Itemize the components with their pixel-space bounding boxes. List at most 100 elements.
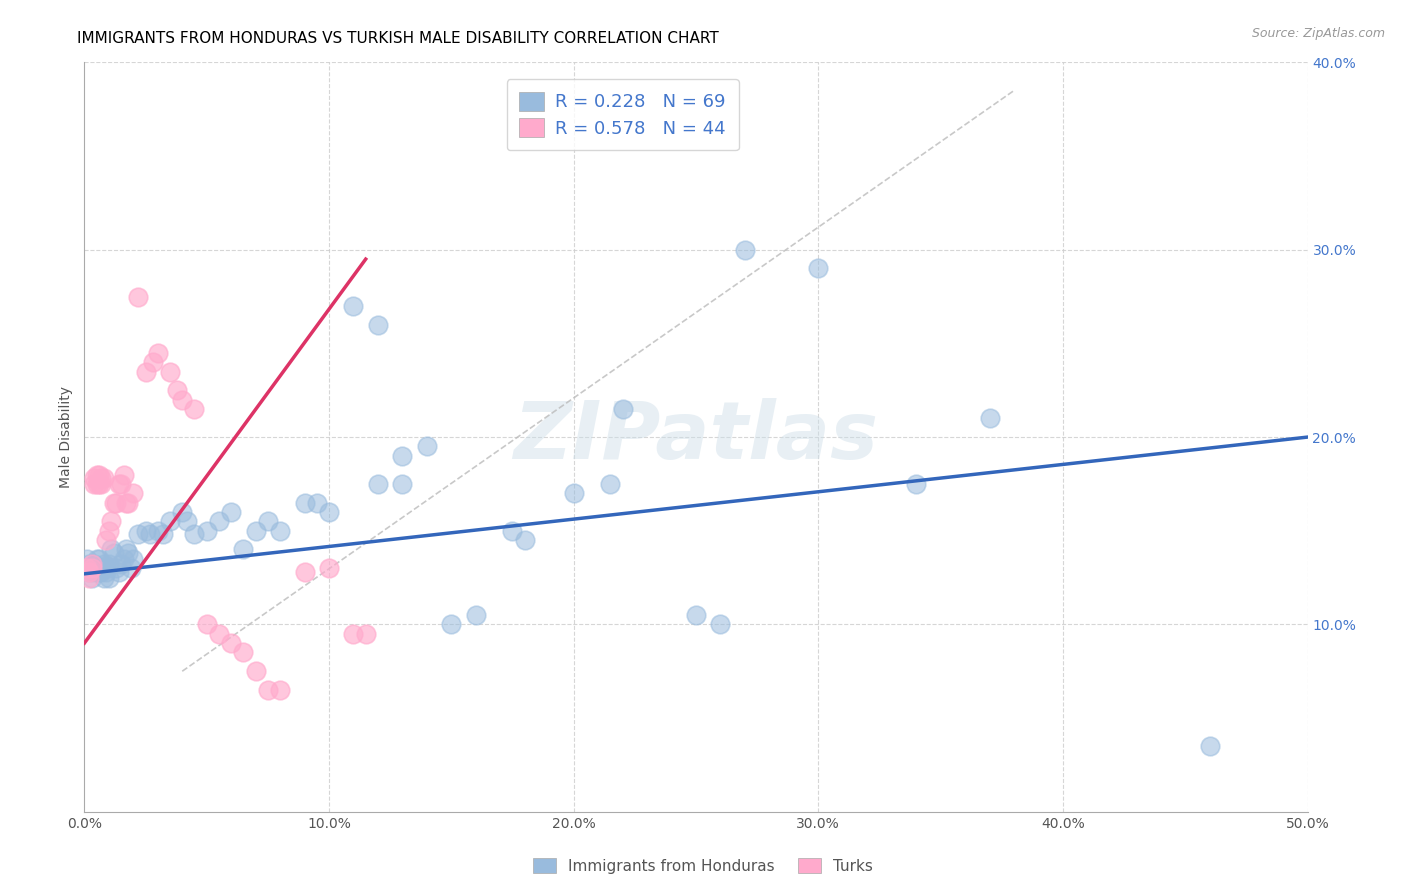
- Point: [734, 243, 756, 257]
- Point: [176, 514, 198, 528]
- Point: [245, 664, 267, 679]
- Point: [208, 626, 231, 640]
- Point: [172, 392, 194, 407]
- Point: [367, 476, 389, 491]
- Point: [87, 467, 110, 482]
- Point: [342, 626, 364, 640]
- Point: [90, 561, 112, 575]
- Point: [96, 533, 118, 547]
- Point: [562, 486, 585, 500]
- Point: [152, 527, 174, 541]
- Point: [110, 558, 132, 572]
- Point: [127, 289, 149, 303]
- Point: [97, 571, 120, 585]
- Point: [513, 533, 536, 547]
- Point: [105, 561, 128, 575]
- Point: [90, 565, 112, 579]
- Point: [807, 261, 830, 276]
- Point: [135, 524, 157, 538]
- Point: [93, 571, 115, 585]
- Point: [86, 476, 108, 491]
- Point: [100, 542, 122, 557]
- Text: ZIPatlas: ZIPatlas: [513, 398, 879, 476]
- Point: [76, 561, 98, 575]
- Point: [219, 636, 242, 650]
- Point: [80, 571, 103, 585]
- Point: [257, 514, 280, 528]
- Point: [612, 401, 634, 416]
- Point: [354, 626, 377, 640]
- Point: [232, 542, 254, 557]
- Point: [76, 551, 98, 566]
- Point: [146, 345, 169, 359]
- Point: [86, 561, 108, 575]
- Point: [76, 561, 98, 575]
- Point: [83, 471, 105, 485]
- Point: [139, 527, 162, 541]
- Point: [122, 486, 145, 500]
- Point: [122, 551, 145, 566]
- Point: [905, 476, 928, 491]
- Point: [115, 542, 138, 557]
- Point: [318, 505, 340, 519]
- Point: [80, 561, 103, 575]
- Point: [120, 561, 142, 575]
- Point: [117, 496, 139, 510]
- Point: [77, 571, 100, 585]
- Point: [269, 683, 291, 698]
- Point: [502, 524, 524, 538]
- Point: [77, 565, 100, 579]
- Point: [195, 524, 218, 538]
- Point: [979, 411, 1001, 425]
- Point: [86, 467, 108, 482]
- Point: [86, 551, 108, 566]
- Point: [208, 514, 231, 528]
- Point: [77, 565, 100, 579]
- Point: [219, 505, 242, 519]
- Legend: R = 0.228   N = 69, R = 0.578   N = 44: R = 0.228 N = 69, R = 0.578 N = 44: [506, 79, 738, 151]
- Point: [83, 565, 105, 579]
- Text: Source: ZipAtlas.com: Source: ZipAtlas.com: [1251, 27, 1385, 40]
- Point: [112, 551, 135, 566]
- Point: [105, 496, 128, 510]
- Point: [183, 527, 205, 541]
- Point: [294, 565, 316, 579]
- Point: [100, 514, 122, 528]
- Point: [96, 565, 118, 579]
- Point: [391, 476, 413, 491]
- Point: [305, 496, 328, 510]
- Point: [195, 617, 218, 632]
- Point: [87, 551, 110, 566]
- Point: [127, 527, 149, 541]
- Point: [159, 365, 181, 379]
- Point: [80, 558, 103, 572]
- Point: [83, 558, 105, 572]
- Point: [87, 476, 110, 491]
- Point: [257, 683, 280, 698]
- Point: [90, 471, 112, 485]
- Point: [318, 561, 340, 575]
- Point: [146, 524, 169, 538]
- Text: IMMIGRANTS FROM HONDURAS VS TURKISH MALE DISABILITY CORRELATION CHART: IMMIGRANTS FROM HONDURAS VS TURKISH MALE…: [77, 31, 718, 46]
- Point: [685, 608, 707, 623]
- Point: [269, 524, 291, 538]
- Point: [599, 476, 621, 491]
- Point: [112, 467, 135, 482]
- Point: [83, 476, 105, 491]
- Point: [159, 514, 181, 528]
- Point: [142, 355, 165, 369]
- Point: [135, 365, 157, 379]
- Point: [166, 384, 188, 398]
- Point: [117, 546, 139, 560]
- Point: [97, 524, 120, 538]
- Point: [93, 471, 115, 485]
- Y-axis label: Male Disability: Male Disability: [59, 386, 73, 488]
- Legend: Immigrants from Honduras, Turks: Immigrants from Honduras, Turks: [527, 852, 879, 880]
- Point: [183, 401, 205, 416]
- Point: [96, 561, 118, 575]
- Point: [245, 524, 267, 538]
- Point: [232, 646, 254, 660]
- Point: [93, 558, 115, 572]
- Point: [440, 617, 463, 632]
- Point: [87, 565, 110, 579]
